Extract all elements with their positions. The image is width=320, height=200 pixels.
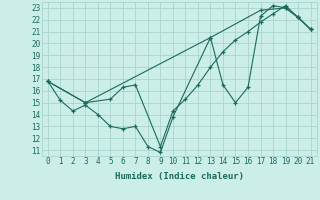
- X-axis label: Humidex (Indice chaleur): Humidex (Indice chaleur): [115, 172, 244, 181]
